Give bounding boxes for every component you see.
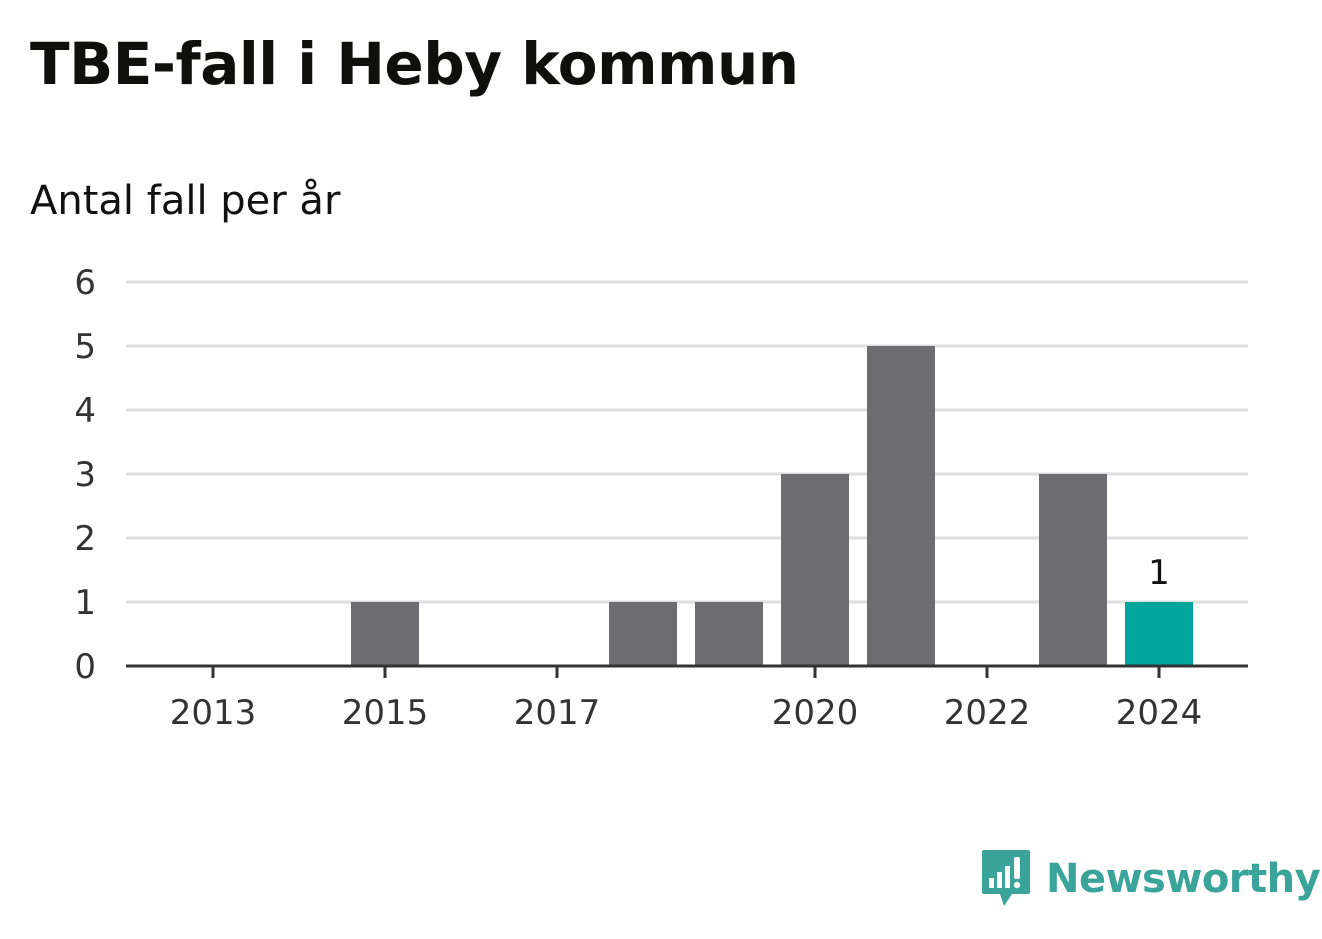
y-tick-label: 2 [74,519,96,559]
data-label: 1 [1148,553,1170,593]
brand-name: Newsworthy [1046,856,1321,902]
bar-2023 [1039,474,1107,666]
bar-2015 [351,602,419,666]
chart-bubble-icon [982,850,1030,906]
y-tick-label: 3 [74,455,96,495]
x-tick-label: 2017 [514,693,601,733]
bar-2020 [781,474,849,666]
bars [351,346,1193,666]
chart-title: TBE-fall i Heby kommun [30,30,799,98]
y-axis-labels: 0 1 2 3 4 5 6 [74,263,96,687]
x-tick-label: 2024 [1116,693,1203,733]
y-tick-label: 0 [74,647,96,687]
bar-2021 [867,346,935,666]
y-tick-label: 1 [74,583,96,623]
y-tick-label: 6 [74,263,96,303]
x-tick-label: 2013 [170,693,257,733]
y-tick-label: 4 [74,391,96,431]
chart-subtitle: Antal fall per år [30,178,341,224]
bar-2024 [1125,602,1193,666]
x-tick-label: 2020 [772,693,859,733]
x-axis-labels: 2013 2015 2017 2020 2022 2024 [170,693,1203,733]
x-axis [126,664,1248,678]
y-tick-label: 5 [74,327,96,367]
data-labels: 1 [1148,553,1170,593]
x-tick-label: 2015 [342,693,429,733]
bar-2018 [609,602,677,666]
bar-2019 [695,602,763,666]
x-tick-label: 2022 [944,693,1031,733]
brand-logo: Newsworthy [980,848,1321,910]
